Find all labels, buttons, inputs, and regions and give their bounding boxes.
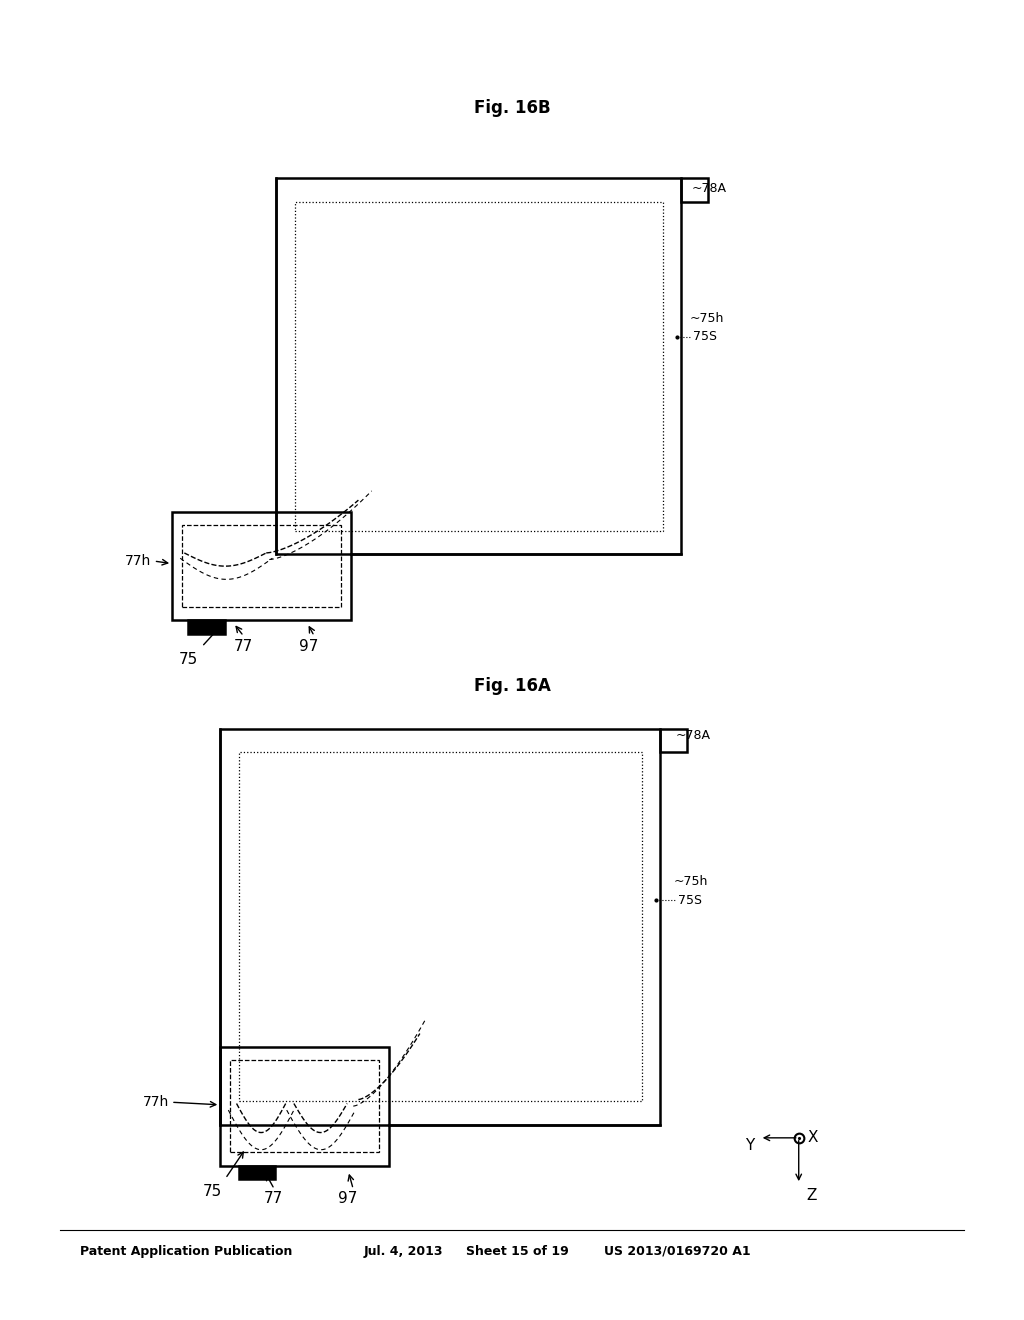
Bar [220, 729, 660, 1125]
Bar [660, 729, 687, 752]
Text: ~78A: ~78A [691, 182, 726, 195]
Text: 75: 75 [203, 1184, 222, 1200]
Text: 77: 77 [233, 639, 253, 655]
Text: 97: 97 [299, 639, 318, 655]
Text: ~75h: ~75h [689, 312, 724, 325]
Text: Fig. 16A: Fig. 16A [473, 677, 551, 696]
Bar [220, 1047, 389, 1166]
Text: Z: Z [806, 1188, 816, 1204]
Bar [182, 525, 341, 607]
Text: Fig. 16B: Fig. 16B [474, 99, 550, 117]
Bar [276, 178, 681, 554]
Text: 75S: 75S [678, 894, 701, 907]
Bar [230, 1060, 379, 1152]
Bar [295, 202, 663, 531]
Text: 77: 77 [264, 1191, 284, 1206]
Bar [239, 752, 642, 1101]
Text: 75S: 75S [693, 330, 717, 343]
Bar [172, 512, 351, 620]
Text: Jul. 4, 2013: Jul. 4, 2013 [364, 1245, 443, 1258]
Bar [239, 1166, 275, 1179]
Text: 97: 97 [338, 1191, 357, 1206]
Text: X: X [808, 1130, 818, 1146]
Bar [681, 178, 708, 202]
Text: Y: Y [745, 1138, 755, 1154]
Bar [188, 620, 225, 634]
Text: Sheet 15 of 19: Sheet 15 of 19 [466, 1245, 568, 1258]
Text: ~78A: ~78A [676, 729, 711, 742]
Text: US 2013/0169720 A1: US 2013/0169720 A1 [604, 1245, 751, 1258]
Text: Patent Application Publication: Patent Application Publication [80, 1245, 292, 1258]
Text: 75: 75 [179, 652, 199, 668]
Text: 77h: 77h [125, 554, 152, 568]
Text: ~75h: ~75h [674, 875, 709, 888]
Text: 77h: 77h [142, 1096, 169, 1109]
